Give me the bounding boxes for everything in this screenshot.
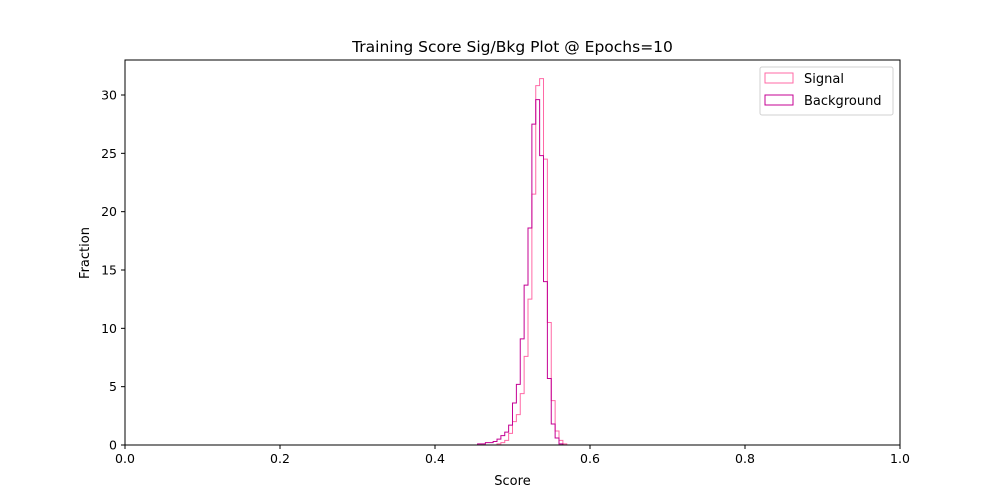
- y-tick-label: 30: [101, 88, 117, 103]
- x-tick-label: 0.4: [425, 451, 445, 466]
- y-tick-label: 25: [101, 146, 117, 161]
- y-axis-label: Fraction: [78, 227, 93, 279]
- x-axis-label: Score: [494, 474, 530, 489]
- y-tick-label: 15: [101, 263, 117, 278]
- y-tick-label: 0: [109, 438, 117, 453]
- x-tick-label: 0.0: [115, 451, 135, 466]
- legend-swatch-signal: [764, 72, 794, 84]
- y-tick-label: 5: [109, 379, 117, 394]
- x-tick-label: 1.0: [890, 451, 910, 466]
- axes-layer: 0.0 0.2 0.4 0.6 0.8 1.0 0 5 10 15 20 25 30: [101, 59, 910, 466]
- legend-label-background: Background: [804, 94, 882, 109]
- chart-title: Training Score Sig/Bkg Plot @ Epochs=10: [351, 38, 673, 56]
- y-tick-label: 20: [101, 204, 117, 219]
- legend-swatch-background: [764, 94, 794, 106]
- x-tick-label: 0.8: [735, 451, 755, 466]
- legend: Signal Background: [759, 66, 894, 116]
- x-tick-label: 0.6: [580, 451, 600, 466]
- legend-label-signal: Signal: [804, 72, 844, 87]
- x-tick-label: 0.2: [270, 451, 290, 466]
- plot-frame: [124, 59, 901, 446]
- y-tick-label: 10: [101, 321, 117, 336]
